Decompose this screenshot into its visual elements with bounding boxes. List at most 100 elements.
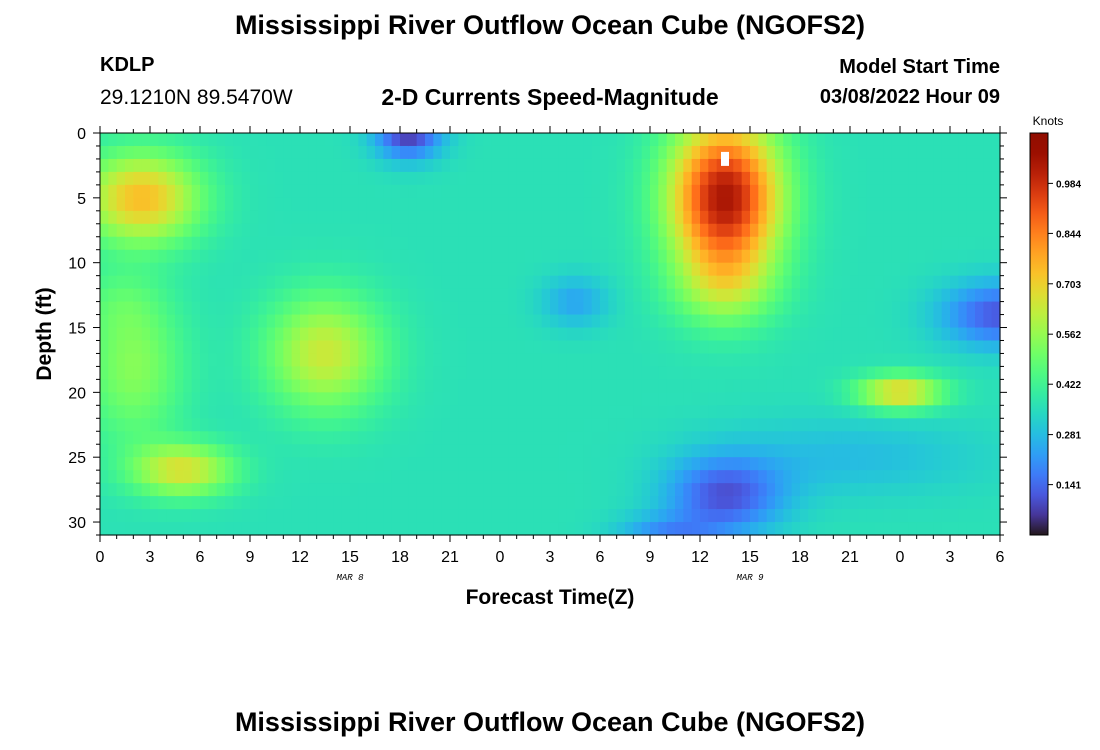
heatmap-cell <box>566 496 576 510</box>
heatmap-cell <box>550 496 559 510</box>
heatmap-cell <box>725 340 734 355</box>
heatmap-cell <box>991 418 1001 432</box>
heatmap-cell <box>950 262 959 277</box>
heatmap-cell <box>925 327 934 342</box>
heatmap-cell <box>875 184 884 199</box>
heatmap-cell <box>633 223 643 238</box>
heatmap-cell <box>866 197 876 212</box>
heatmap-cell <box>116 457 126 471</box>
heatmap-cell <box>441 171 451 186</box>
heatmap-cell <box>783 210 793 225</box>
heatmap-cell <box>525 223 534 238</box>
heatmap-cell <box>441 509 451 523</box>
heatmap-cell <box>133 353 143 368</box>
heatmap-cell <box>941 496 951 510</box>
heatmap-cell <box>525 418 534 432</box>
heatmap-cell <box>441 353 451 368</box>
heatmap-cell <box>300 340 309 355</box>
heatmap-cell <box>708 483 718 497</box>
heatmap-cell <box>925 145 934 160</box>
heatmap-cell <box>425 262 434 277</box>
heatmap-cell <box>741 184 751 199</box>
heatmap-cell <box>550 133 559 147</box>
heatmap-cell <box>808 223 818 238</box>
heatmap-cell <box>366 327 376 342</box>
heatmap-cell <box>850 418 859 432</box>
heatmap-cell <box>275 223 284 238</box>
heatmap-cell <box>866 340 876 355</box>
heatmap-cell <box>408 171 418 186</box>
heatmap-cell <box>675 171 684 186</box>
heatmap-cell <box>491 470 501 484</box>
heatmap-cell <box>300 418 309 432</box>
heatmap-cell <box>725 301 734 316</box>
heatmap-cell <box>458 457 468 471</box>
heatmap-cell <box>508 340 518 355</box>
heatmap-cell <box>316 379 326 393</box>
heatmap-cell <box>325 262 334 277</box>
heatmap-cell <box>983 522 993 536</box>
heatmap-cell <box>325 522 334 536</box>
heatmap-cell <box>391 327 401 342</box>
heatmap-cell <box>608 340 618 355</box>
heatmap-cell <box>383 431 393 445</box>
heatmap-cell <box>716 353 726 368</box>
heatmap-cell <box>833 483 843 497</box>
heatmap-cell <box>958 314 968 329</box>
heatmap-cell <box>233 522 243 536</box>
heatmap-cell <box>958 444 968 458</box>
heatmap-cell <box>491 288 501 303</box>
heatmap-cell <box>783 288 793 303</box>
heatmap-cell <box>708 509 718 523</box>
heatmap-cell <box>275 314 284 329</box>
heatmap-cell <box>250 379 259 393</box>
heatmap-cell <box>466 405 476 419</box>
heatmap-cell <box>375 483 384 497</box>
heatmap-cell <box>941 158 951 173</box>
heatmap-cell <box>558 158 568 173</box>
heatmap-cell <box>608 470 618 484</box>
heatmap-cell <box>441 275 451 290</box>
heatmap-cell <box>575 470 584 484</box>
heatmap-cell <box>325 171 334 186</box>
heatmap-cell <box>400 288 409 303</box>
heatmap-cell <box>175 379 184 393</box>
heatmap-cell <box>641 301 651 316</box>
heatmap-cell <box>125 223 134 238</box>
heatmap-cell <box>308 197 318 212</box>
heatmap-cell <box>366 314 376 329</box>
heatmap-cell <box>258 431 268 445</box>
heatmap-cell <box>258 158 268 173</box>
heatmap-cell <box>333 483 343 497</box>
heatmap-cell <box>700 210 709 225</box>
heatmap-cell <box>433 249 443 264</box>
heatmap-cell <box>533 470 543 484</box>
heatmap-cell <box>258 171 268 186</box>
heatmap-cell <box>450 418 459 432</box>
heatmap-cell <box>641 444 651 458</box>
heatmap-cell <box>375 145 384 160</box>
heatmap-cell <box>150 249 159 264</box>
heatmap-cell <box>250 223 259 238</box>
heatmap-cell <box>825 522 834 536</box>
heatmap-cell <box>616 145 626 160</box>
heatmap-cell <box>191 301 201 316</box>
heatmap-cell <box>416 431 426 445</box>
heatmap-cell <box>516 275 526 290</box>
heatmap-cell <box>791 392 801 406</box>
heatmap-cell <box>925 509 934 523</box>
heatmap-cell <box>108 133 118 147</box>
heatmap-cell <box>825 366 834 380</box>
heatmap-cell <box>800 379 809 393</box>
heatmap-cell <box>533 314 543 329</box>
heatmap-cell <box>475 223 484 238</box>
heatmap-cell <box>441 431 451 445</box>
heatmap-cell <box>666 314 676 329</box>
heatmap-cell <box>683 418 693 432</box>
heatmap-cell <box>816 288 826 303</box>
heatmap-cell <box>108 418 118 432</box>
heatmap-cell <box>633 288 643 303</box>
heatmap-cell <box>608 145 618 160</box>
heatmap-cell <box>733 158 743 173</box>
heatmap-cell <box>425 288 434 303</box>
